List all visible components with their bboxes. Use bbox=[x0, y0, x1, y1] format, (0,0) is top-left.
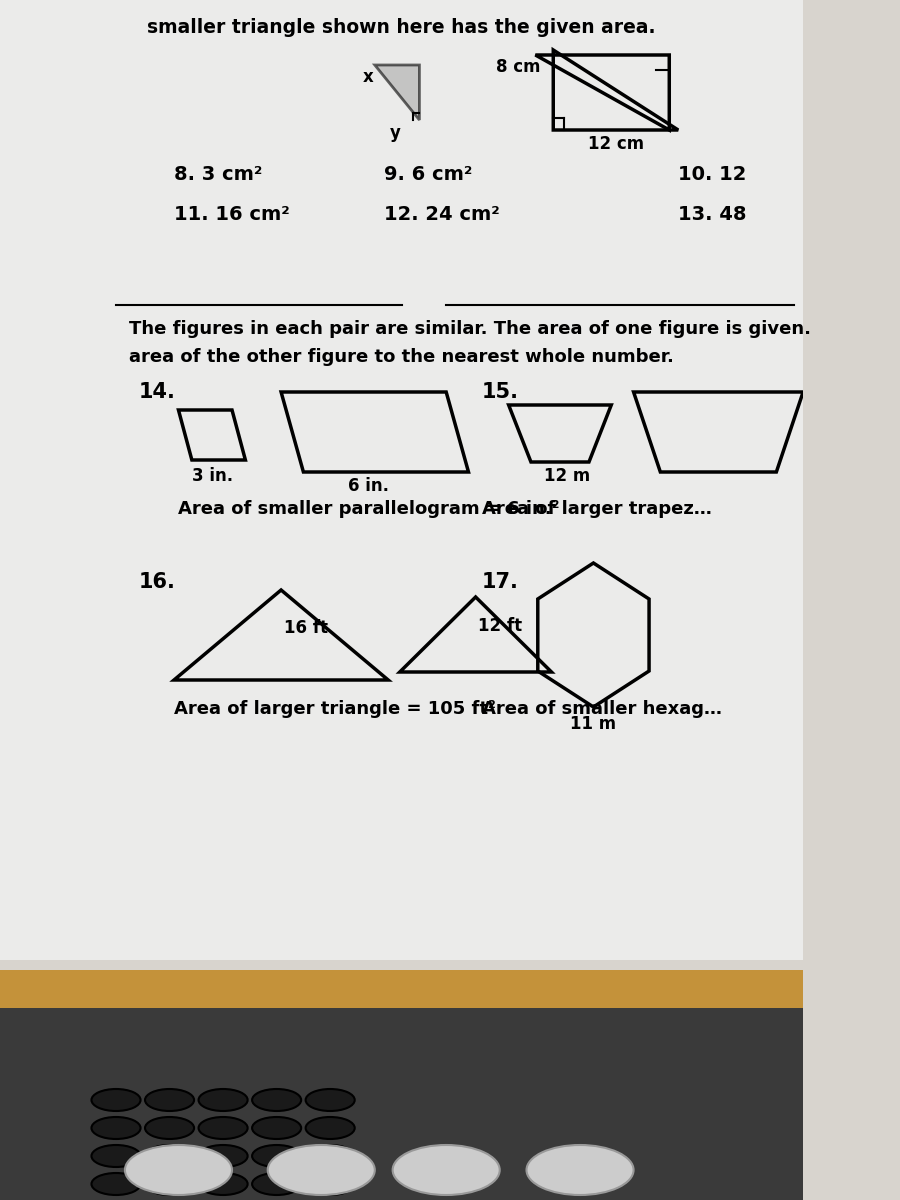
Ellipse shape bbox=[199, 1174, 248, 1195]
Ellipse shape bbox=[145, 1117, 194, 1139]
Ellipse shape bbox=[199, 1090, 248, 1111]
Ellipse shape bbox=[252, 1117, 302, 1139]
Ellipse shape bbox=[145, 1145, 194, 1166]
Ellipse shape bbox=[526, 1145, 634, 1195]
Text: Area of larger trapez…: Area of larger trapez… bbox=[482, 500, 712, 518]
Text: y: y bbox=[390, 124, 400, 142]
Text: 3 in.: 3 in. bbox=[192, 467, 233, 485]
Ellipse shape bbox=[92, 1145, 140, 1166]
Text: 11 m: 11 m bbox=[571, 715, 617, 733]
Text: x: x bbox=[363, 68, 373, 86]
Ellipse shape bbox=[306, 1117, 355, 1139]
Ellipse shape bbox=[252, 1145, 302, 1166]
Ellipse shape bbox=[267, 1145, 374, 1195]
Ellipse shape bbox=[252, 1174, 302, 1195]
Text: 9. 6 cm²: 9. 6 cm² bbox=[383, 164, 472, 184]
Text: 12 cm: 12 cm bbox=[588, 134, 644, 152]
Ellipse shape bbox=[125, 1145, 232, 1195]
Text: 17.: 17. bbox=[482, 572, 518, 592]
Ellipse shape bbox=[392, 1145, 500, 1195]
Ellipse shape bbox=[145, 1174, 194, 1195]
Text: 12 ft: 12 ft bbox=[478, 617, 522, 635]
Text: The figures in each pair are similar. The area of one figure is given.: The figures in each pair are similar. Th… bbox=[130, 320, 812, 338]
Polygon shape bbox=[374, 65, 419, 120]
Text: 6 in.: 6 in. bbox=[348, 476, 389, 494]
Ellipse shape bbox=[92, 1174, 140, 1195]
Text: 16.: 16. bbox=[139, 572, 176, 592]
Text: 13. 48: 13. 48 bbox=[679, 205, 747, 224]
Text: 8. 3 cm²: 8. 3 cm² bbox=[174, 164, 263, 184]
Text: Area of smaller hexag…: Area of smaller hexag… bbox=[482, 700, 722, 718]
Ellipse shape bbox=[306, 1145, 355, 1166]
Ellipse shape bbox=[252, 1090, 302, 1111]
Ellipse shape bbox=[306, 1090, 355, 1111]
Bar bbox=[0, 1008, 803, 1200]
Text: 12. 24 cm²: 12. 24 cm² bbox=[383, 205, 500, 224]
Text: 10. 12: 10. 12 bbox=[679, 164, 747, 184]
Ellipse shape bbox=[306, 1174, 355, 1195]
Text: area of the other figure to the nearest whole number.: area of the other figure to the nearest … bbox=[130, 348, 674, 366]
Ellipse shape bbox=[92, 1117, 140, 1139]
Text: 16 ft: 16 ft bbox=[284, 619, 328, 637]
Text: 14.: 14. bbox=[139, 382, 176, 402]
Bar bbox=[0, 970, 803, 1008]
Ellipse shape bbox=[199, 1145, 248, 1166]
Ellipse shape bbox=[199, 1117, 248, 1139]
Ellipse shape bbox=[92, 1090, 140, 1111]
Ellipse shape bbox=[145, 1090, 194, 1111]
Text: Area of smaller parallelogram = 6 in.²: Area of smaller parallelogram = 6 in.² bbox=[178, 500, 560, 518]
Text: smaller triangle shown here has the given area.: smaller triangle shown here has the give… bbox=[148, 18, 656, 37]
Text: 15.: 15. bbox=[482, 382, 519, 402]
Text: 12 m: 12 m bbox=[544, 467, 590, 485]
Text: Area of larger triangle = 105 ft²: Area of larger triangle = 105 ft² bbox=[174, 700, 496, 718]
Text: 8 cm: 8 cm bbox=[496, 58, 541, 76]
Text: 11. 16 cm²: 11. 16 cm² bbox=[174, 205, 290, 224]
Bar bbox=[0, 0, 803, 960]
